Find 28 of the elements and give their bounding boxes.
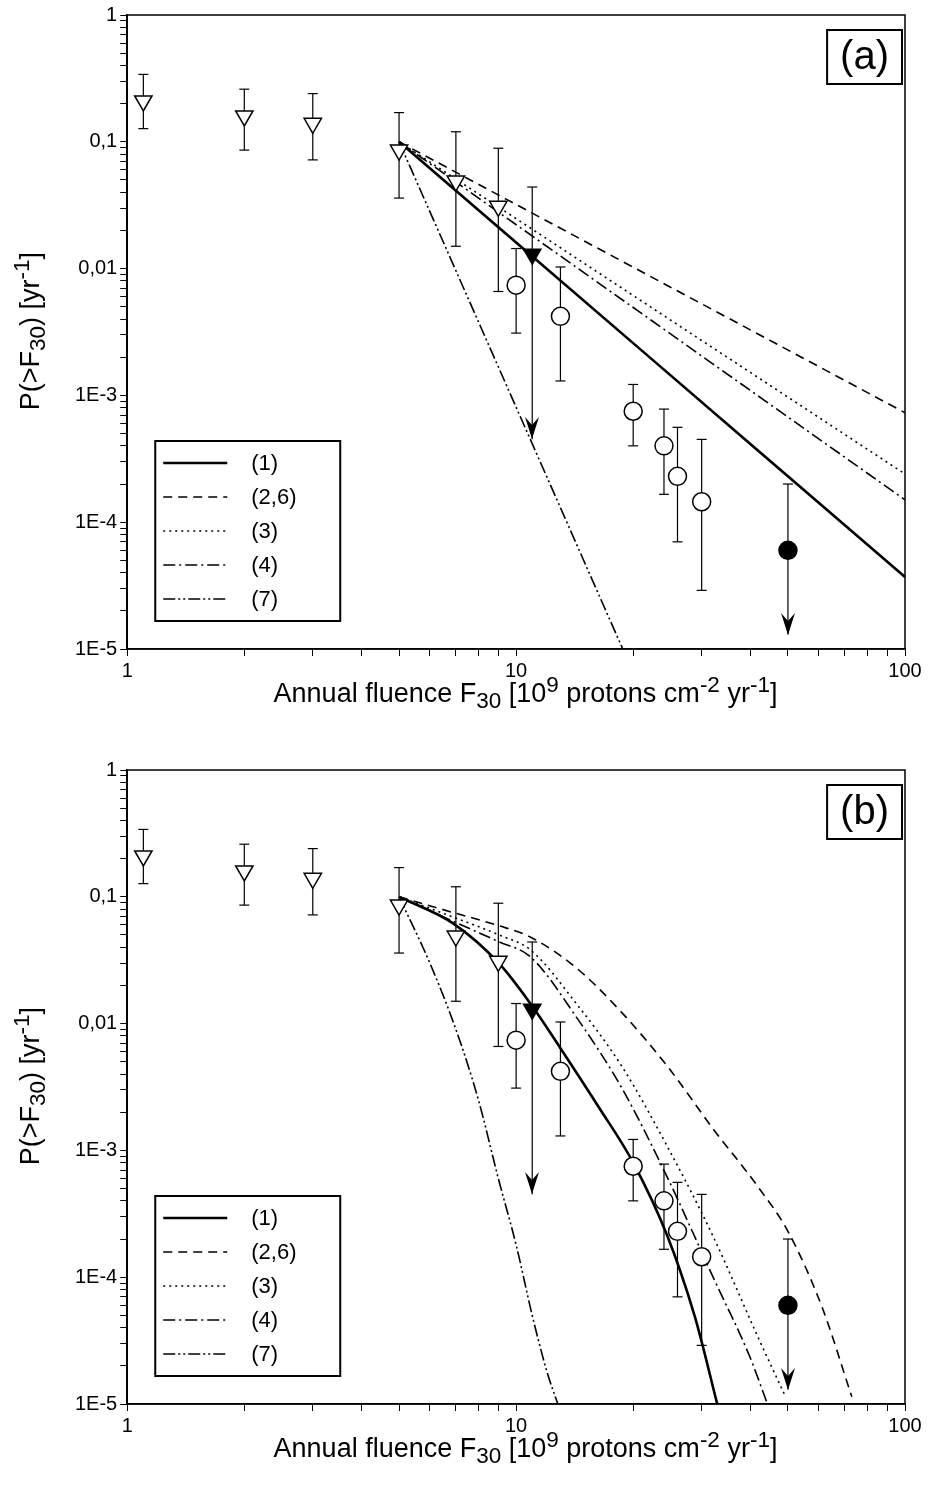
annotation: (a) — [840, 33, 889, 78]
y-tick-label: 1E-4 — [75, 509, 118, 532]
x-tick-label: 100 — [888, 658, 922, 681]
y-tick-label: 1E-5 — [75, 1391, 118, 1414]
y-tick-label: 1 — [106, 757, 118, 780]
legend-label: (3) — [251, 518, 279, 544]
y-tick-label: 1E-4 — [75, 1264, 118, 1287]
y-tick-label: 1E-5 — [75, 636, 118, 659]
y-tick-label: 1 — [106, 2, 118, 25]
legend-label: (2,6) — [251, 1239, 297, 1265]
x-tick-label: 1 — [121, 658, 133, 681]
y-tick-label: 1E-3 — [75, 1137, 118, 1160]
legend-label: (4) — [251, 552, 279, 578]
legend-label: (1) — [251, 450, 279, 476]
legend-label: (7) — [251, 586, 279, 612]
legend-label: (3) — [251, 1273, 279, 1299]
legend-label: (2,6) — [251, 484, 297, 510]
x-tick-label: 100 — [888, 1413, 922, 1436]
y-tick-label: 0,01 — [78, 256, 118, 279]
y-tick-label: 0,1 — [89, 884, 118, 907]
annotation: (b) — [840, 788, 889, 833]
y-tick-label: 1E-3 — [75, 382, 118, 405]
y-tick-label: 0,01 — [78, 1011, 118, 1034]
x-tick-label: 1 — [121, 1413, 133, 1436]
legend-label: (4) — [251, 1307, 279, 1333]
y-tick-label: 0,1 — [89, 129, 118, 152]
legend-label: (7) — [251, 1341, 279, 1367]
legend-label: (1) — [251, 1205, 279, 1231]
